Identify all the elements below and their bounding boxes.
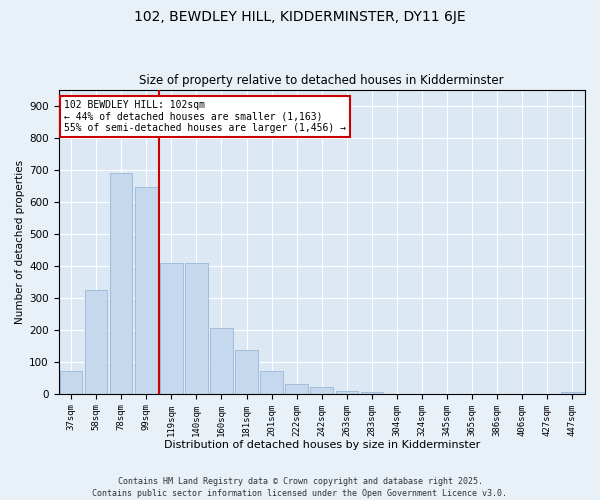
Bar	[310, 388, 333, 394]
Bar	[561, 392, 584, 394]
Text: 102 BEWDLEY HILL: 102sqm
← 44% of detached houses are smaller (1,163)
55% of sem: 102 BEWDLEY HILL: 102sqm ← 44% of detach…	[64, 100, 346, 134]
Bar	[60, 372, 82, 394]
Bar	[361, 392, 383, 394]
Bar	[160, 262, 182, 394]
X-axis label: Distribution of detached houses by size in Kidderminster: Distribution of detached houses by size …	[164, 440, 480, 450]
Y-axis label: Number of detached properties: Number of detached properties	[15, 160, 25, 324]
Bar	[286, 384, 308, 394]
Bar	[210, 328, 233, 394]
Title: Size of property relative to detached houses in Kidderminster: Size of property relative to detached ho…	[139, 74, 504, 87]
Text: Contains HM Land Registry data © Crown copyright and database right 2025.
Contai: Contains HM Land Registry data © Crown c…	[92, 476, 508, 498]
Bar	[335, 390, 358, 394]
Bar	[185, 262, 208, 394]
Bar	[110, 173, 133, 394]
Bar	[260, 372, 283, 394]
Bar	[85, 290, 107, 394]
Bar	[135, 188, 158, 394]
Text: 102, BEWDLEY HILL, KIDDERMINSTER, DY11 6JE: 102, BEWDLEY HILL, KIDDERMINSTER, DY11 6…	[134, 10, 466, 24]
Bar	[235, 350, 258, 394]
